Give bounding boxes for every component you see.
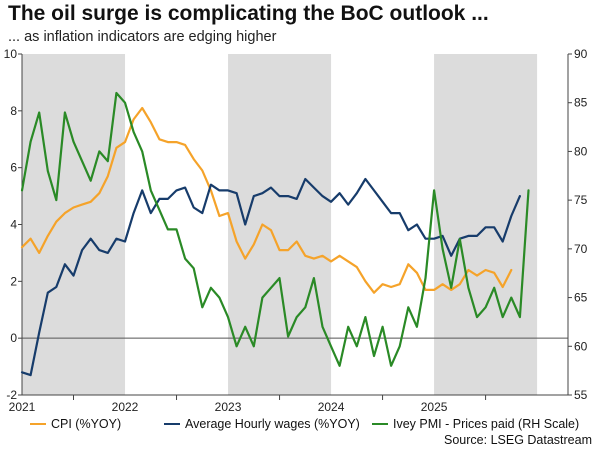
legend-swatch-cpi — [30, 422, 46, 425]
shaded-band-1 — [228, 54, 332, 395]
left-tick-label-2: 2 — [10, 274, 17, 288]
chart-title: The oil surge is complicating the BoC ou… — [8, 2, 489, 25]
right-tick-label-6: 85 — [574, 96, 588, 110]
right-tick-label-0: 55 — [574, 388, 588, 402]
left-tick-label-4: 6 — [10, 161, 17, 175]
left-tick-label-3: 4 — [10, 218, 17, 232]
legend-item-cpi: CPI (%YOY) — [30, 417, 121, 433]
right-tick-label-7: 90 — [574, 47, 588, 61]
legend-swatch-wages — [164, 422, 180, 425]
chart-subtitle: ... as inflation indicators are edging h… — [8, 29, 277, 45]
legend-label-ivey: Ivey PMI - Prices paid (RH Scale) — [393, 417, 580, 431]
right-tick-label-3: 70 — [574, 242, 588, 256]
x-tick-label-2025: 2025 — [421, 400, 448, 414]
left-tick-label-5: 8 — [10, 104, 17, 118]
legend: CPI (%YOY) Average Hourly wages (%YOY) I… — [6, 417, 594, 433]
legend-label-cpi: CPI (%YOY) — [51, 417, 122, 431]
right-tick-label-2: 65 — [574, 291, 588, 305]
left-tick-label-6: 10 — [4, 47, 18, 61]
x-tick-label-2023: 2023 — [215, 400, 242, 414]
series-line-1 — [20, 177, 522, 377]
x-tick-label-2024: 2024 — [318, 400, 345, 414]
left-tick-label-1: 0 — [10, 331, 17, 345]
legend-item-ivey: Ivey PMI - Prices paid (RH Scale) — [372, 417, 579, 433]
legend-item-wages: Average Hourly wages (%YOY) — [164, 417, 360, 433]
legend-swatch-ivey — [372, 422, 388, 425]
shaded-band-2 — [434, 54, 538, 395]
x-tick-label-2021: 2021 — [9, 400, 36, 414]
legend-label-wages: Average Hourly wages (%YOY) — [185, 417, 360, 431]
right-tick-label-5: 80 — [574, 144, 588, 158]
series-line-0 — [20, 106, 513, 294]
right-tick-label-4: 75 — [574, 193, 588, 207]
series-line-2 — [20, 91, 530, 367]
source-note: Source: LSEG Datastream — [444, 433, 592, 447]
left-tick-label-0: -2 — [6, 388, 17, 402]
right-tick-label-1: 60 — [574, 339, 588, 353]
x-tick-label-2022: 2022 — [112, 400, 139, 414]
